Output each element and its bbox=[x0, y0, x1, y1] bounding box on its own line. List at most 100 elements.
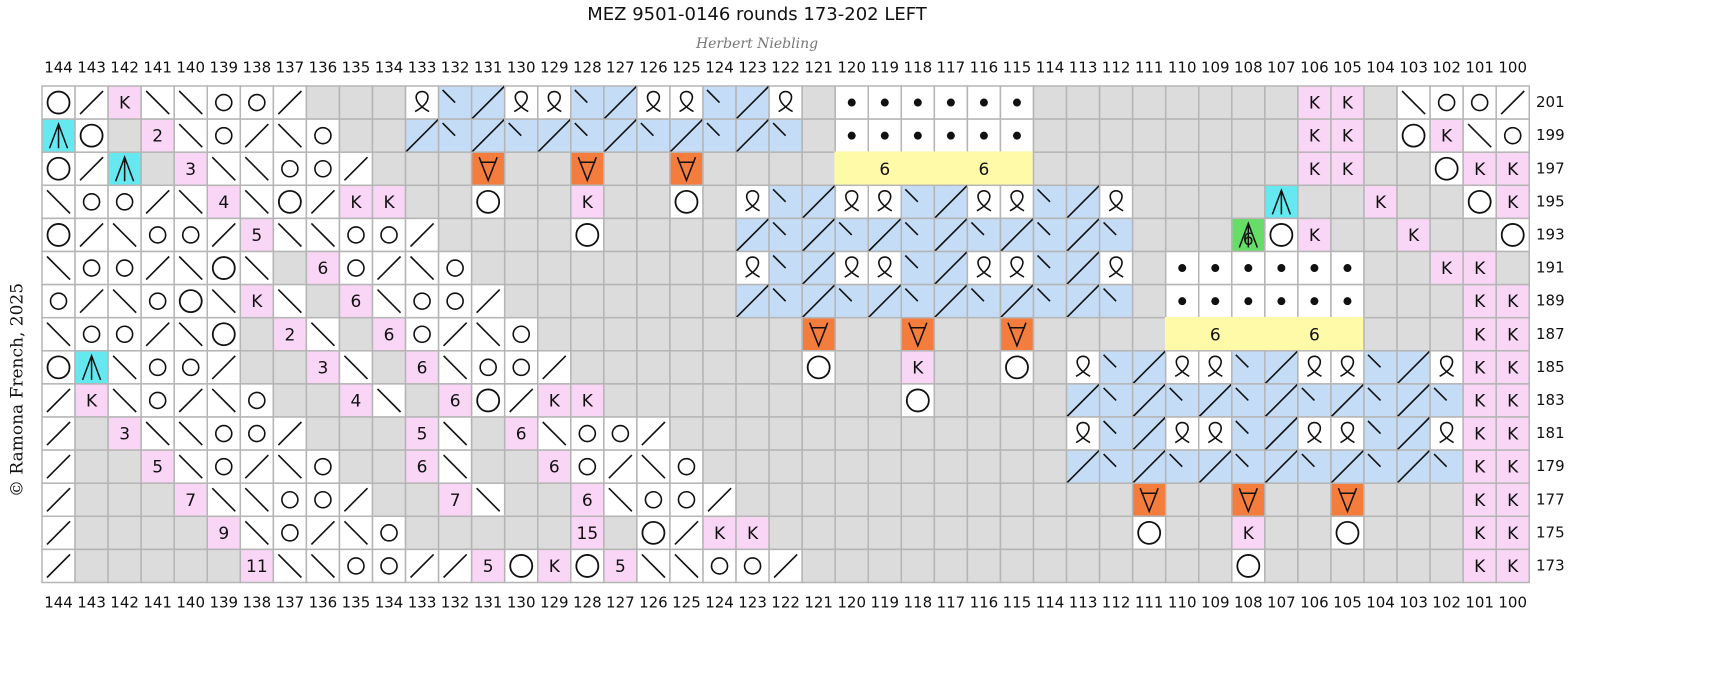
stitch-cell bbox=[503, 449, 539, 484]
stitch-stroke bbox=[178, 421, 203, 446]
stitch-stroke bbox=[1036, 288, 1051, 302]
stitch-cell bbox=[338, 548, 374, 584]
yarn-over bbox=[82, 259, 101, 277]
stitch-cell bbox=[404, 383, 440, 418]
stitch-cell bbox=[1032, 383, 1068, 418]
stitch-cell bbox=[1164, 217, 1200, 253]
stitch-stroke bbox=[46, 189, 71, 214]
stitch-cell bbox=[206, 416, 242, 451]
stitch-cell bbox=[305, 85, 341, 120]
stitch-cell bbox=[272, 250, 308, 286]
stitch-stroke bbox=[79, 156, 104, 181]
stitch-label: 4 bbox=[351, 391, 362, 411]
stitch-cell bbox=[1330, 118, 1365, 153]
stitch-stroke bbox=[443, 355, 468, 380]
stitch-cell bbox=[1131, 118, 1167, 153]
stitch-stroke bbox=[1065, 184, 1101, 219]
row-number: 191 bbox=[1536, 259, 1565, 277]
stitch-cell bbox=[1198, 118, 1233, 153]
stitch-stroke bbox=[145, 322, 170, 347]
decrease-symbol bbox=[1238, 221, 1259, 248]
twisted-stitch bbox=[976, 256, 992, 278]
stitch-cell bbox=[1429, 316, 1464, 352]
stitch-cell bbox=[470, 350, 506, 385]
yarn-over bbox=[148, 226, 167, 244]
column-number: 128 bbox=[573, 594, 602, 612]
purl-dot bbox=[913, 131, 922, 140]
stitch-stroke bbox=[1065, 449, 1101, 484]
stitch-cell bbox=[801, 118, 836, 153]
stitch-cell bbox=[900, 350, 936, 385]
twisted-stitch bbox=[646, 90, 661, 113]
stitch-cell bbox=[1363, 250, 1398, 286]
column-number: 119 bbox=[870, 59, 899, 77]
stitch-cell bbox=[74, 482, 109, 518]
stitch-cell bbox=[1462, 449, 1497, 484]
stitch-cell bbox=[437, 515, 473, 551]
column-number: 118 bbox=[904, 594, 933, 612]
row-number: 175 bbox=[1536, 523, 1565, 541]
yarn-over bbox=[115, 193, 134, 211]
stitch-stroke bbox=[1264, 350, 1299, 385]
yarn-over bbox=[181, 358, 200, 377]
stitch-cell bbox=[371, 449, 407, 484]
decrease-symbol bbox=[478, 156, 498, 183]
stitch-cell bbox=[1264, 151, 1299, 187]
stitch-cell bbox=[107, 449, 142, 484]
stitch-cell bbox=[1264, 548, 1299, 584]
stitch-label: K bbox=[1474, 325, 1486, 345]
column-number: 115 bbox=[1003, 59, 1032, 77]
stitch-stroke bbox=[735, 118, 770, 153]
stitch-label: K bbox=[1375, 193, 1387, 213]
stitch-stroke bbox=[1132, 416, 1167, 451]
stitch-stroke bbox=[277, 421, 302, 446]
stitch-cell bbox=[636, 217, 671, 253]
decrease-symbol bbox=[1271, 188, 1292, 215]
stitch-cell bbox=[107, 548, 142, 584]
stitch-stroke bbox=[1367, 420, 1382, 435]
stitch-stroke bbox=[1433, 387, 1448, 402]
stitch-stroke bbox=[1198, 449, 1233, 484]
column-number: 112 bbox=[1102, 594, 1131, 612]
stitch-cell bbox=[305, 482, 341, 518]
stitch-stroke bbox=[244, 189, 269, 214]
yarn-over bbox=[380, 226, 398, 244]
yarn-over bbox=[314, 159, 332, 178]
yarn-over bbox=[710, 557, 729, 575]
stitch-stroke bbox=[178, 255, 203, 281]
stitch-cell bbox=[1495, 548, 1530, 584]
stitch-cell bbox=[603, 416, 638, 451]
stitch-cell bbox=[966, 515, 1002, 551]
stitch-cell bbox=[999, 416, 1035, 451]
yarn-over bbox=[281, 524, 299, 542]
stitch-label: K bbox=[1474, 458, 1486, 478]
stitch-stroke bbox=[471, 85, 506, 120]
stitch-cell bbox=[603, 350, 638, 385]
stitch-cell bbox=[768, 515, 803, 551]
yarn-over bbox=[347, 557, 365, 575]
stitch-stroke bbox=[1433, 453, 1448, 468]
column-number: 105 bbox=[1333, 59, 1362, 77]
yarn-over bbox=[446, 259, 464, 277]
stitch-stroke bbox=[343, 487, 369, 512]
stitch-cell bbox=[999, 515, 1035, 551]
yarn-over bbox=[314, 490, 332, 509]
stitch-stroke bbox=[669, 118, 704, 153]
twisted-stitch bbox=[1174, 355, 1190, 378]
twisted-stitch bbox=[745, 256, 760, 278]
column-number: 102 bbox=[1432, 59, 1461, 77]
stitch-stroke bbox=[376, 388, 402, 413]
stitch-cell bbox=[1429, 85, 1464, 120]
stitch-stroke bbox=[310, 322, 336, 347]
stitch-cell bbox=[669, 250, 704, 286]
stitch-stroke bbox=[277, 454, 302, 479]
stitch-cell bbox=[404, 184, 440, 220]
stitch-cell bbox=[74, 184, 109, 220]
column-number: 141 bbox=[143, 594, 172, 612]
column-number: 102 bbox=[1432, 594, 1461, 612]
column-number: 123 bbox=[738, 59, 767, 77]
stitch-cell bbox=[636, 283, 671, 319]
column-number: 113 bbox=[1069, 59, 1098, 77]
twisted-stitch bbox=[1174, 421, 1190, 444]
stitch-label: K bbox=[1474, 259, 1486, 279]
